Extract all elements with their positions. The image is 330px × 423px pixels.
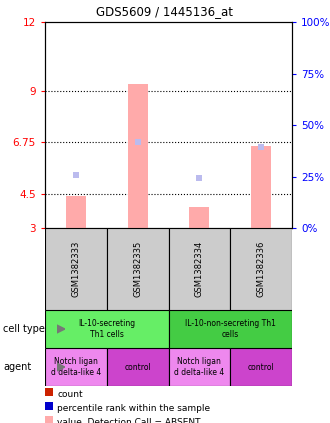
Bar (45, 228, 107, 310)
Bar (169, 228, 230, 310)
Text: GDS5609 / 1445136_at: GDS5609 / 1445136_at (96, 5, 234, 19)
Text: agent: agent (3, 362, 32, 372)
Text: GSM1382336: GSM1382336 (257, 241, 266, 297)
Polygon shape (56, 363, 65, 371)
Bar (169, 348, 230, 386)
Text: Notch ligan
d delta-like 4: Notch ligan d delta-like 4 (51, 357, 101, 377)
Bar (66, 196, 86, 228)
Text: GSM1382335: GSM1382335 (133, 241, 142, 297)
Text: IL-10-non-secreting Th1
cells: IL-10-non-secreting Th1 cells (185, 319, 276, 339)
Bar (107, 348, 169, 386)
Bar (45, 348, 107, 386)
Text: GSM1382333: GSM1382333 (71, 241, 81, 297)
Text: control: control (248, 363, 275, 371)
Text: control: control (124, 363, 151, 371)
Text: IL-10-secreting
Th1 cells: IL-10-secreting Th1 cells (78, 319, 135, 339)
Bar (189, 207, 209, 228)
Bar (251, 146, 271, 228)
Bar (45, 310, 169, 348)
Text: GSM1382334: GSM1382334 (195, 241, 204, 297)
Text: cell type: cell type (3, 324, 45, 334)
Text: count: count (57, 390, 82, 398)
Text: Notch ligan
d delta-like 4: Notch ligan d delta-like 4 (174, 357, 224, 377)
Bar (169, 310, 292, 348)
Bar (230, 348, 292, 386)
Text: value, Detection Call = ABSENT: value, Detection Call = ABSENT (57, 418, 201, 423)
Bar (230, 228, 292, 310)
Text: percentile rank within the sample: percentile rank within the sample (57, 404, 210, 412)
Bar (128, 84, 148, 228)
Polygon shape (56, 325, 65, 333)
Bar (107, 228, 169, 310)
